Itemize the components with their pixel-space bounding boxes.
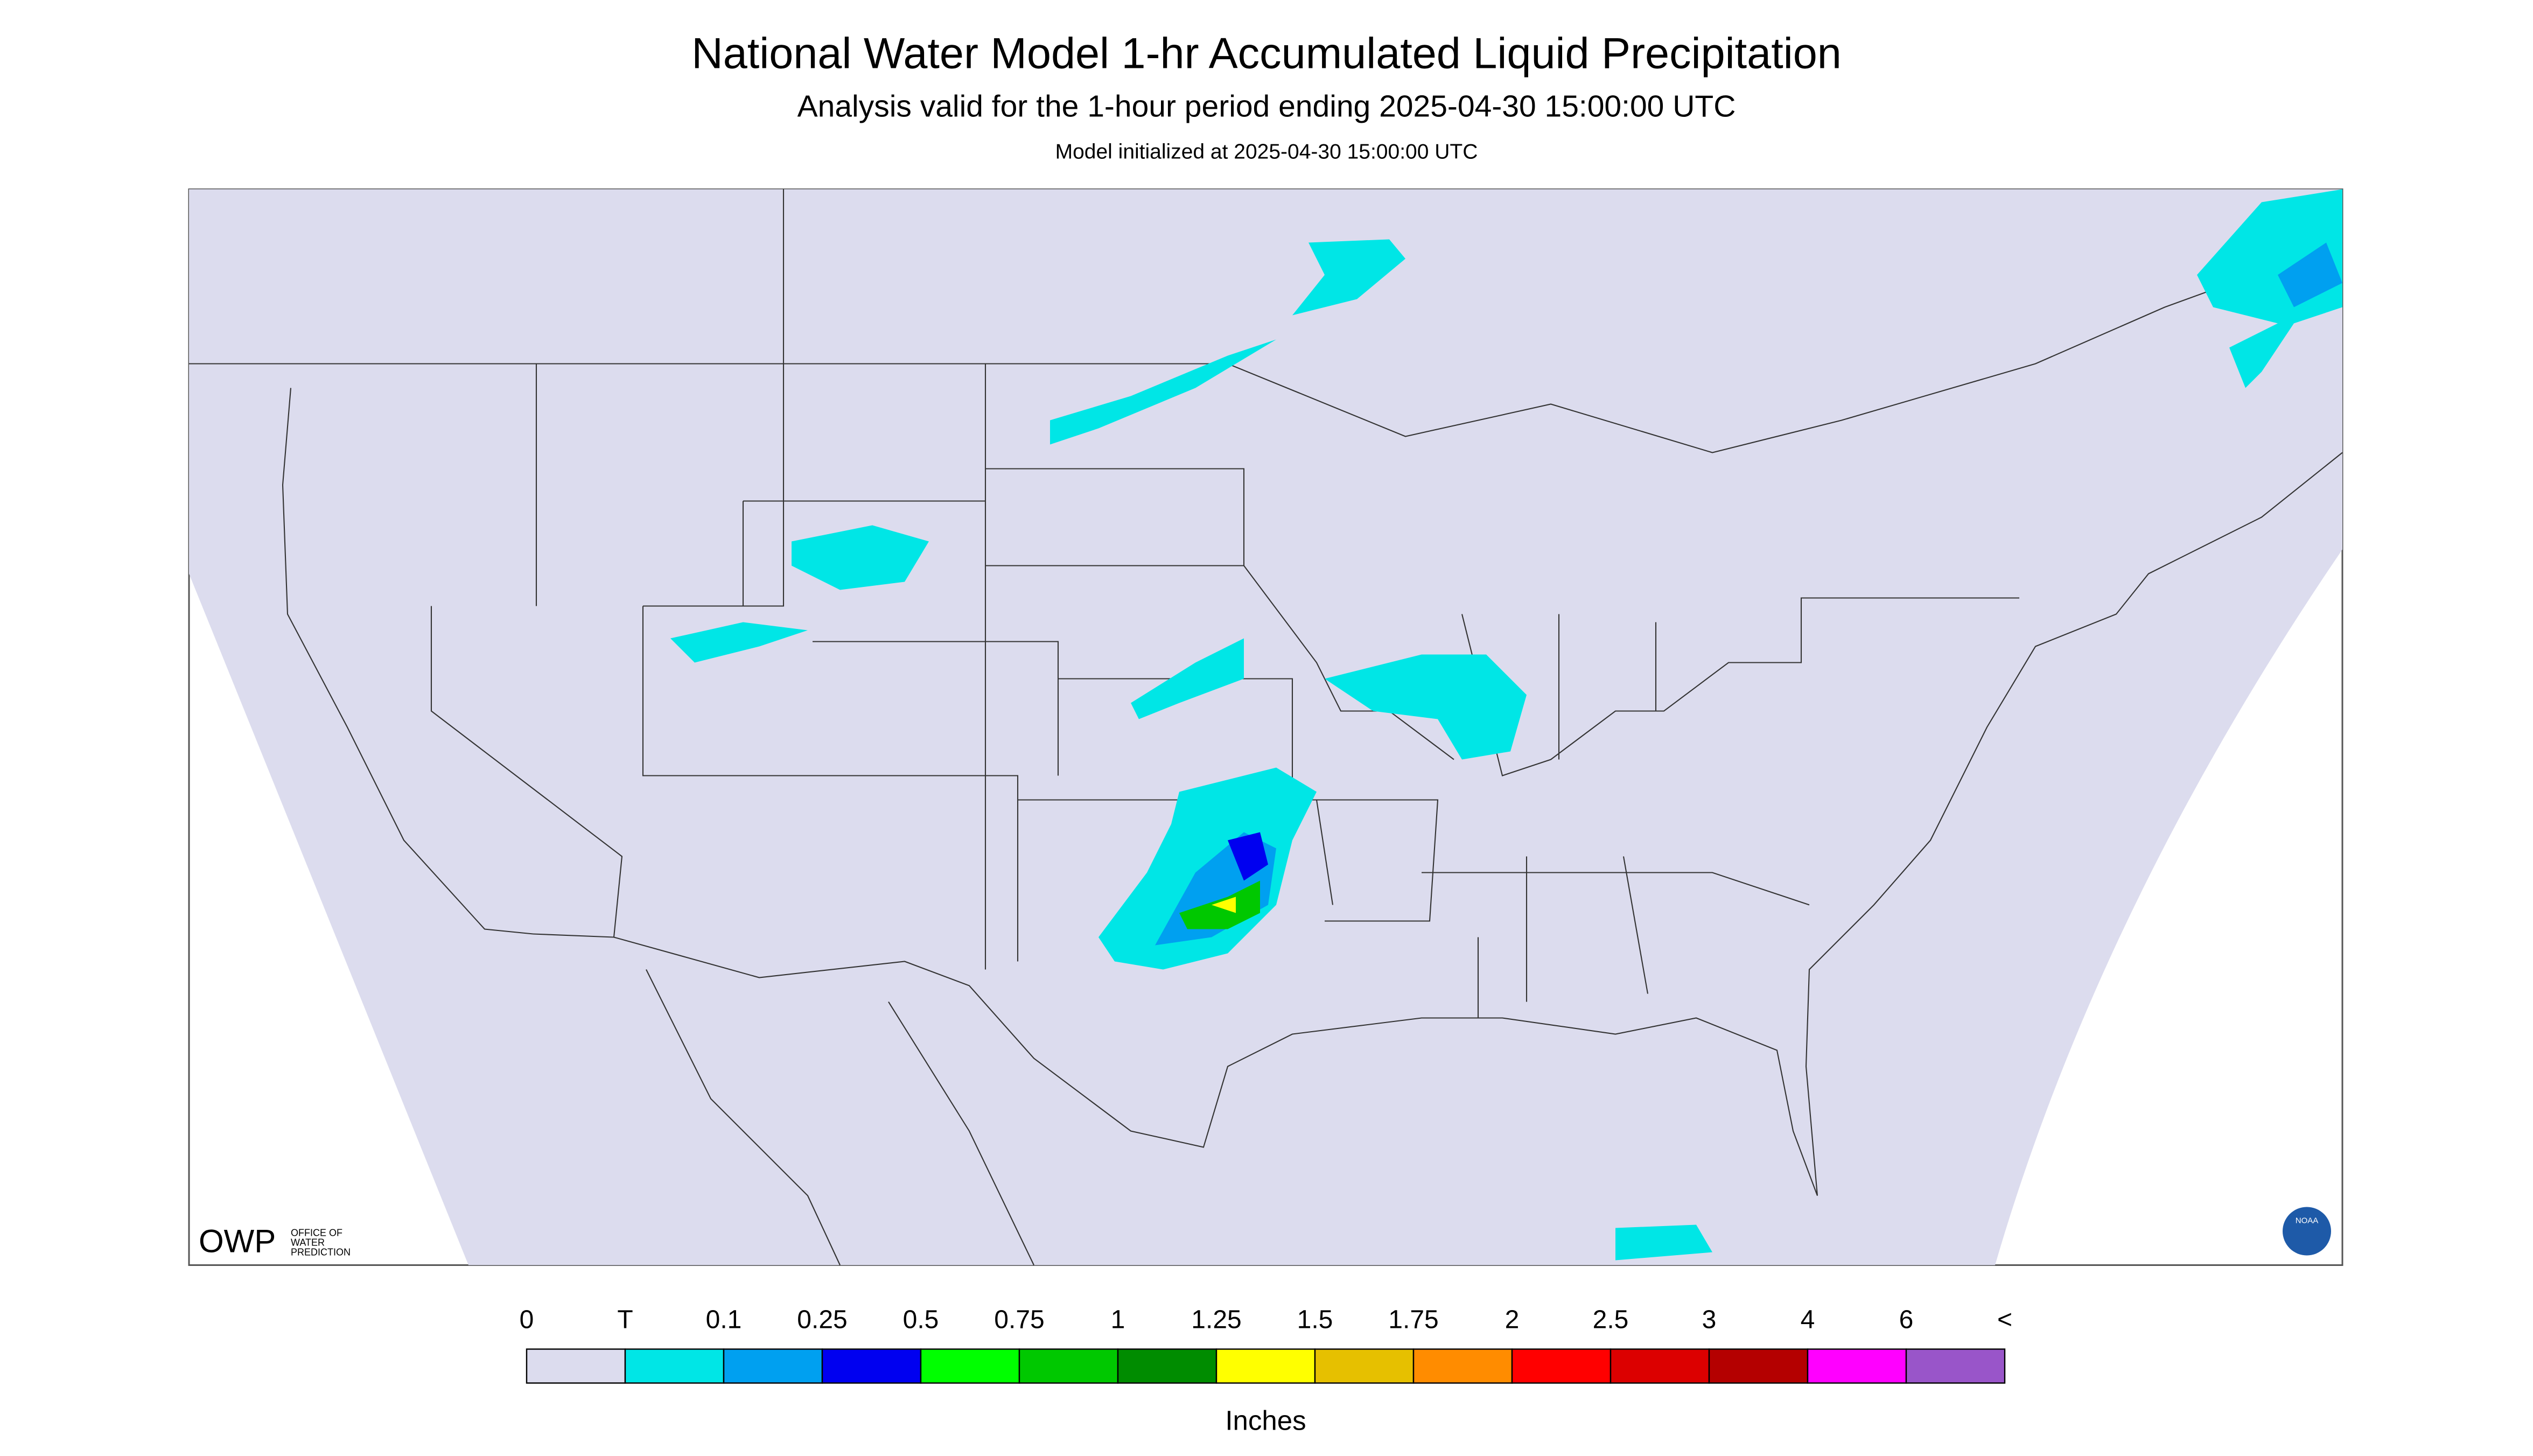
owp-logo-text: WATER xyxy=(291,1237,325,1248)
legend-label: < xyxy=(1997,1306,2012,1334)
noaa-logo xyxy=(2283,1207,2331,1256)
legend-swatch xyxy=(1511,1348,1612,1384)
legend-swatch xyxy=(821,1348,922,1384)
legend-swatch xyxy=(526,1348,626,1384)
legend: 0 T 0.1 0.25 0.5 0.75 1 1.25 1.5 1.75 2 2.5 3 4 6 < Inch… xyxy=(520,1306,2012,1436)
owp-logo: OWP xyxy=(199,1223,276,1259)
legend-label: 0.25 xyxy=(797,1306,847,1334)
legend-swatch xyxy=(1708,1348,1809,1384)
legend-swatch xyxy=(1117,1348,1217,1384)
legend-label: 1.5 xyxy=(1297,1306,1333,1334)
legend-label: 0.1 xyxy=(706,1306,742,1334)
legend-label: T xyxy=(617,1306,633,1334)
legend-label: 0.5 xyxy=(903,1306,939,1334)
legend-swatch xyxy=(723,1348,823,1384)
legend-swatch xyxy=(1807,1348,1907,1384)
legend-swatch xyxy=(624,1348,725,1384)
legend-label: 0.75 xyxy=(994,1306,1044,1334)
legend-label: 1.25 xyxy=(1191,1306,1241,1334)
precipitation xyxy=(670,189,2342,1261)
legend-label: 6 xyxy=(1899,1306,1914,1334)
legend-swatch xyxy=(920,1348,1020,1384)
noaa-logo-text: NOAA xyxy=(2296,1216,2319,1226)
borders xyxy=(189,189,2343,1265)
legend-unit: Inches xyxy=(1225,1405,1306,1436)
legend-label: 1.75 xyxy=(1388,1306,1438,1334)
legend-swatch xyxy=(1215,1348,1316,1384)
legend-swatch xyxy=(1412,1348,1513,1384)
legend-label: 3 xyxy=(1702,1306,1717,1334)
projection-area xyxy=(189,189,2342,1265)
legend-label: 1 xyxy=(1111,1306,1125,1334)
owp-logo-text: PREDICTION xyxy=(291,1247,351,1258)
legend-swatch xyxy=(1018,1348,1119,1384)
owp-logo-text: OFFICE OF xyxy=(291,1228,342,1238)
legend-label: 2 xyxy=(1505,1306,1520,1334)
legend-swatch xyxy=(1905,1348,2006,1384)
map: OWP OFFICE OF WATER PREDICTION NOAA xyxy=(188,188,2343,1266)
legend-label: 0 xyxy=(520,1306,534,1334)
legend-swatch xyxy=(1314,1348,1415,1384)
legend-label: 2.5 xyxy=(1593,1306,1629,1334)
init-time: Model initialized at 2025-04-30 15:00:00… xyxy=(1055,141,1478,164)
legend-label: 4 xyxy=(1801,1306,1815,1334)
subtitle: Analysis valid for the 1-hour period end… xyxy=(797,89,1736,124)
title: National Water Model 1-hr Accumulated Li… xyxy=(691,30,1842,78)
legend-swatch xyxy=(1610,1348,1710,1384)
